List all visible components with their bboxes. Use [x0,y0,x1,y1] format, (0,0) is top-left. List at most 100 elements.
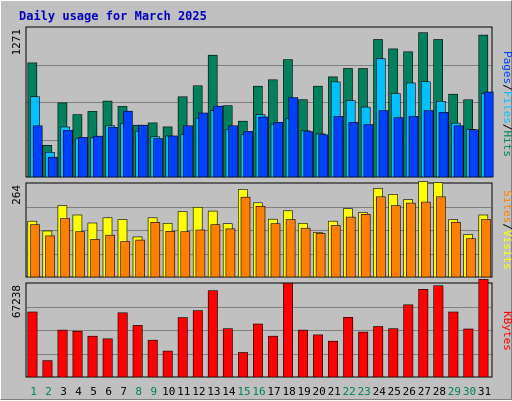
bar-kbytes-day-27 [418,288,429,378]
x-tick-label-day-17: 17 [267,385,280,398]
x-tick-label-day-25: 25 [388,385,401,398]
y-max-label-hits-files-pages: 1271 [10,29,23,56]
bar-kbytes-day-4 [72,330,83,378]
bar-kbytes-day-17 [267,335,278,378]
bar-kbytes-day-24 [373,326,384,378]
bar-sites-day-9 [150,222,161,278]
x-tick-label-day-10: 10 [162,385,175,398]
x-tick-label-day-9: 9 [150,385,157,398]
bar-pages-day-15 [243,131,253,178]
bar-pages-day-10 [168,135,178,178]
bar-kbytes-day-31 [478,279,489,378]
bar-pages-day-4 [78,137,88,178]
bar-kbytes-day-1 [27,311,38,378]
bar-pages-day-29 [453,125,464,178]
bar-sites-day-10 [165,231,176,278]
bar-pages-day-22 [348,122,359,178]
bar-sites-day-24 [375,196,386,278]
bar-kbytes-day-15 [238,352,248,378]
bar-pages-day-17 [273,122,284,178]
bar-kbytes-day-6 [102,338,113,378]
x-tick-label-day-31: 31 [478,385,491,398]
x-tick-label-day-8: 8 [135,385,142,398]
x-tick-label-day-5: 5 [90,385,97,398]
x-tick-label-day-24: 24 [373,385,387,398]
bar-kbytes-day-26 [403,304,414,378]
bar-kbytes-day-22 [343,316,354,378]
bar-kbytes-day-9 [147,339,158,378]
x-tick-label-day-7: 7 [120,385,127,398]
bar-sites-day-19 [300,227,311,278]
legend-separator: / [501,124,512,131]
bar-pages-day-21 [333,116,344,178]
bar-pages-day-14 [228,125,238,178]
bar-kbytes-day-11 [177,317,188,378]
bar-sites-day-30 [466,238,476,278]
y-max-label-visits-sites: 264 [10,185,23,205]
x-tick-label-day-27: 27 [418,385,431,398]
bar-kbytes-day-7 [117,312,128,378]
bar-pages-day-20 [318,134,329,178]
bar-kbytes-day-29 [448,311,459,378]
bar-pages-day-1 [32,125,43,178]
x-tick-label-day-3: 3 [60,385,67,398]
bar-sites-day-11 [180,231,191,278]
x-tick-label-day-18: 18 [282,385,295,398]
legend-separator: / [501,84,512,91]
x-tick-label-day-1: 1 [30,385,37,398]
bar-sites-day-28 [436,196,446,278]
bar-sites-day-14 [225,228,236,278]
bar-kbytes-day-5 [87,335,98,378]
bar-kbytes-day-21 [328,340,338,378]
bar-sites-day-3 [60,218,70,278]
y-max-label-kbytes: 67238 [10,285,23,318]
bar-pages-day-12 [198,112,208,178]
bar-sites-day-13 [210,224,221,278]
bar-sites-day-6 [105,234,115,278]
bar-sites-day-29 [451,222,461,278]
bar-kbytes-day-2 [42,360,53,378]
legend-entry-files: Files [501,91,512,124]
bar-pages-day-26 [408,116,419,178]
legend-entry-pages: Pages [501,51,512,84]
bar-kbytes-day-30 [463,328,474,378]
legend-hits-files-pages: Pages/Files/Hits [501,51,512,157]
x-tick-label-day-22: 22 [343,385,356,398]
bar-pages-day-19 [303,131,314,178]
bar-sites-day-2 [45,235,55,278]
bar-pages-day-11 [183,125,193,178]
x-tick-label-day-14: 14 [222,385,236,398]
bar-sites-day-12 [195,229,206,278]
bar-kbytes-day-8 [132,325,143,378]
bar-pages-day-28 [438,112,449,178]
bar-sites-day-21 [330,225,341,278]
bar-sites-day-22 [345,216,356,278]
bar-pages-day-31 [483,91,494,178]
x-tick-label-day-15: 15 [237,385,250,398]
bar-kbytes-day-13 [207,290,218,378]
bar-pages-day-8 [138,124,148,178]
bar-pages-day-3 [62,130,73,178]
bar-pages-day-7 [123,110,133,178]
bar-sites-day-16 [255,206,266,278]
x-tick-label-day-4: 4 [75,385,82,398]
x-tick-label-day-13: 13 [207,385,220,398]
bar-pages-day-5 [93,135,103,178]
x-tick-label-day-28: 28 [433,385,446,398]
bar-sites-day-25 [390,205,401,278]
bar-kbytes-day-16 [253,323,263,378]
bar-pages-day-6 [108,127,118,178]
bar-kbytes-day-12 [192,310,203,378]
legend-entry-hits: Hits [501,131,512,158]
x-tick-label-day-2: 2 [45,385,52,398]
legend-entry-sites: Sites [501,190,512,223]
legend-separator: / [501,223,512,230]
bar-pages-day-30 [468,129,479,178]
bar-pages-day-9 [153,138,163,178]
bar-pages-day-24 [378,110,389,178]
bar-sites-day-8 [135,239,145,278]
bar-kbytes-day-25 [388,328,399,378]
bar-sites-day-17 [270,223,281,278]
bar-kbytes-day-20 [313,334,323,378]
